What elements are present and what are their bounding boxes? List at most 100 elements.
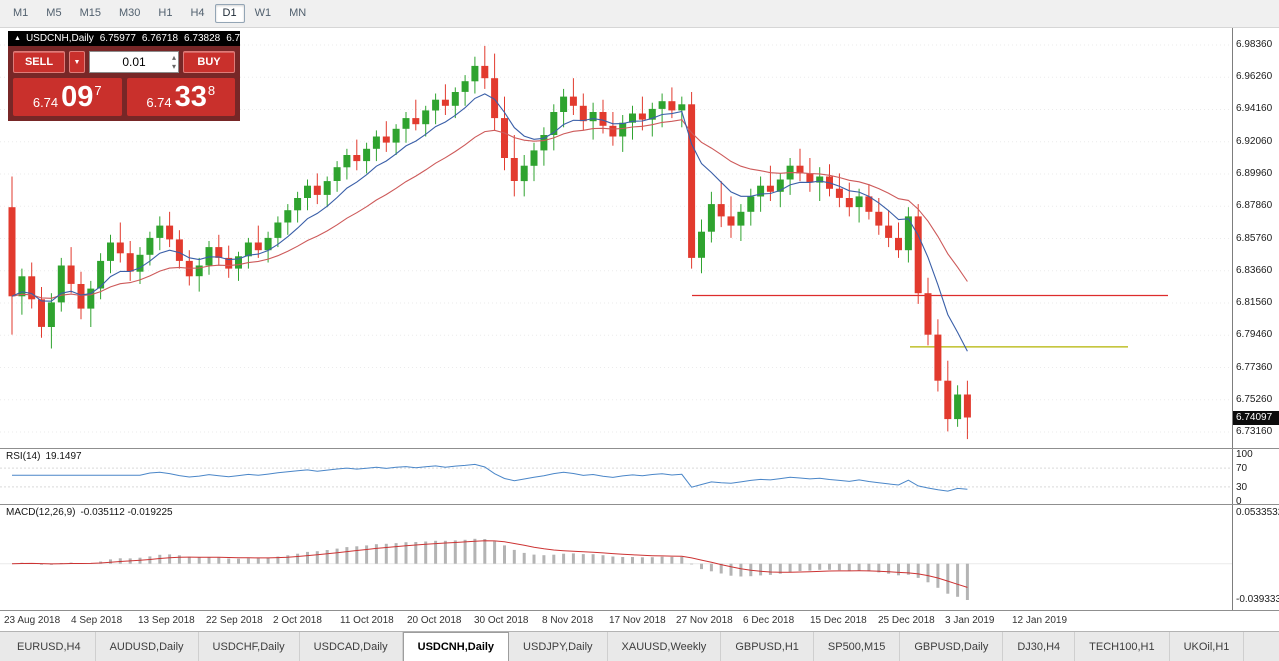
date-axis-label: 23 Aug 2018 [4, 615, 61, 626]
chart-tab-audusd-daily[interactable]: AUDUSD,Daily [96, 632, 199, 661]
timeframe-button-m1[interactable]: M1 [13, 7, 29, 19]
volume-spinner[interactable]: ▴ ▾ [172, 53, 176, 71]
ohlc-open: 6.75977 [99, 32, 136, 44]
ohlc-low: 6.73828 [184, 32, 221, 44]
chart-symbol-label: USDCNH,Daily [25, 32, 94, 44]
candlestick-chart[interactable]: ▲ USDCNH,Daily 6.75977 6.76718 6.73828 6… [0, 28, 1232, 448]
spin-down-icon[interactable]: ▾ [171, 62, 176, 71]
date-axis-label: 13 Sep 2018 [138, 615, 195, 626]
timeframe-toolbar: M1 M5 M15 M30 H1 H4 D1 W1 MN [0, 0, 1279, 28]
spin-up-icon[interactable]: ▴ [171, 53, 176, 62]
date-axis-label: 25 Dec 2018 [878, 615, 935, 626]
bid-price-display[interactable]: 6.74 09 7 [13, 78, 122, 116]
trade-controls-row: SELL ▼ ▴ ▾ BUY [13, 51, 235, 73]
macd-scale-top: 0.0533532 [1236, 507, 1279, 518]
price-axis-label: 6.92060 [1236, 136, 1273, 147]
chart-tab-usdchf-daily[interactable]: USDCHF,Daily [199, 632, 300, 661]
chart-tab-dj30-h4[interactable]: DJ30,H4 [1003, 632, 1076, 661]
order-type-dropdown[interactable]: ▼ [69, 51, 85, 73]
rsi-row: RSI(14) 19.1497 100 70 30 0 [0, 448, 1279, 507]
date-axis-label: 15 Dec 2018 [810, 615, 867, 626]
ask-big-digits: 33 [174, 80, 207, 113]
price-axis-label: 6.87860 [1236, 200, 1273, 211]
volume-field[interactable]: ▴ ▾ [89, 51, 179, 73]
trade-panel-header[interactable]: ▲ USDCNH,Daily 6.75977 6.76718 6.73828 6… [8, 31, 262, 46]
collapse-panel-icon[interactable]: ▲ [14, 34, 21, 42]
rsi-axis-label: 70 [1236, 463, 1248, 474]
rsi-axis: 100 70 30 0 [1232, 449, 1279, 507]
macd-name: MACD(12,26,9) [6, 507, 76, 518]
date-axis-label: 2 Oct 2018 [273, 615, 322, 626]
date-axis-label: 20 Oct 2018 [407, 615, 462, 626]
bid-prefix: 6.74 [32, 94, 59, 110]
chart-tabs-bar: EURUSD,H4 AUDUSD,Daily USDCHF,Daily USDCAD,… [0, 631, 1279, 661]
price-axis-label: 6.81560 [1236, 297, 1273, 308]
date-axis-label: 11 Oct 2018 [340, 615, 394, 626]
main-chart-row: ▲ USDCNH,Daily 6.75977 6.76718 6.73828 6… [0, 28, 1279, 448]
date-axis[interactable]: 23 Aug 2018 4 Sep 2018 13 Sep 2018 22 Sep 2… [0, 610, 1279, 631]
rsi-name: RSI(14) [6, 451, 41, 462]
timeframe-button-m15[interactable]: M15 [79, 7, 101, 19]
bid-sup-digit: 7 [94, 82, 102, 98]
price-axis[interactable]: 6.98360 6.96260 6.94160 6.92060 6.89960 6.878… [1232, 28, 1279, 448]
sell-button[interactable]: SELL [13, 51, 65, 73]
ask-sup-digit: 8 [207, 82, 216, 98]
ohlc-high: 6.76718 [141, 32, 179, 44]
macd-values: -0.035112 -0.019225 [80, 507, 173, 518]
date-labels: 23 Aug 2018 4 Sep 2018 13 Sep 2018 22 Sep 2… [0, 611, 1232, 631]
rsi-label: RSI(14) 19.1497 [6, 451, 82, 462]
timeframe-button-m5[interactable]: M5 [46, 7, 62, 19]
macd-label: MACD(12,26,9) -0.035112 -0.019225 [6, 507, 173, 518]
trade-prices-row: 6.74 09 7 6.74 33 8 [13, 78, 235, 116]
rsi-panel[interactable]: RSI(14) 19.1497 [0, 449, 1232, 504]
price-axis-label: 6.96260 [1236, 71, 1273, 82]
one-click-trading-panel: ▲ USDCNH,Daily 6.75977 6.76718 6.73828 6… [8, 31, 262, 121]
date-axis-label: 4 Sep 2018 [71, 615, 123, 626]
macd-scale-bottom: -0.0393333 [1236, 594, 1279, 605]
date-axis-label: 12 Jan 2019 [1012, 615, 1068, 626]
timeframe-button-h1[interactable]: H1 [158, 7, 173, 19]
current-price-badge: 6.74097 [1233, 411, 1279, 425]
price-axis-label: 6.75260 [1236, 394, 1273, 405]
timeframe-button-d1[interactable]: D1 [214, 4, 245, 23]
date-axis-label: 22 Sep 2018 [206, 615, 263, 626]
chart-tab-usdcad-daily[interactable]: USDCAD,Daily [300, 632, 403, 661]
chart-tab-gbpusd-daily[interactable]: GBPUSD,Daily [900, 632, 1004, 661]
chart-tab-gbpusd-h1[interactable]: GBPUSD,H1 [721, 632, 814, 661]
chart-tab-sp500-m15[interactable]: SP500,M15 [814, 632, 901, 661]
chart-tab-usdcnh-daily[interactable]: USDCNH,Daily [402, 632, 510, 661]
rsi-plot [0, 463, 1232, 492]
chart-tab-ukoil-h1[interactable]: UKOil,H1 [1170, 632, 1245, 661]
price-axis-label: 6.77360 [1236, 362, 1273, 373]
ask-prefix: 6.74 [146, 94, 172, 110]
timeframe-button-mn[interactable]: MN [289, 7, 307, 19]
macd-row: MACD(12,26,9) -0.035112 -0.019225 0.05335… [0, 504, 1279, 610]
date-axis-label: 3 Jan 2019 [945, 615, 995, 626]
rsi-axis-label: 30 [1236, 482, 1248, 493]
timeframe-button-h4[interactable]: H4 [190, 7, 205, 19]
date-axis-label: 27 Nov 2018 [676, 615, 733, 626]
timeframe-button-w1[interactable]: W1 [254, 7, 272, 19]
price-axis-label: 6.85760 [1236, 233, 1273, 244]
chart-tab-xauusd-weekly[interactable]: XAUUSD,Weekly [608, 632, 722, 661]
date-axis-label: 17 Nov 2018 [609, 615, 666, 626]
macd-plot [0, 538, 1232, 600]
bid-big-digits: 09 [61, 80, 94, 113]
macd-axis: 0.0533532 -0.0393333 [1232, 505, 1279, 610]
chart-tab-usdjpy-daily[interactable]: USDJPY,Daily [509, 632, 608, 661]
chart-tab-tech100-h1[interactable]: TECH100,H1 [1075, 632, 1170, 661]
rsi-axis-label: 100 [1236, 449, 1253, 460]
price-axis-label: 6.83660 [1236, 265, 1273, 276]
volume-input[interactable] [111, 55, 157, 69]
buy-button[interactable]: BUY [183, 51, 235, 73]
timeframe-button-m30[interactable]: M30 [118, 7, 141, 19]
price-axis-label: 6.98360 [1236, 39, 1273, 50]
ask-price-display[interactable]: 6.74 33 8 [126, 78, 235, 116]
date-axis-label: 6 Dec 2018 [743, 615, 795, 626]
macd-panel[interactable]: MACD(12,26,9) -0.035112 -0.019225 [0, 505, 1232, 610]
rsi-value: 19.1497 [45, 451, 82, 462]
rsi-axis-label: 0 [1236, 496, 1242, 507]
chart-tab-eurusd-h4[interactable]: EURUSD,H4 [3, 632, 96, 661]
price-axis-label: 6.73160 [1236, 426, 1273, 437]
